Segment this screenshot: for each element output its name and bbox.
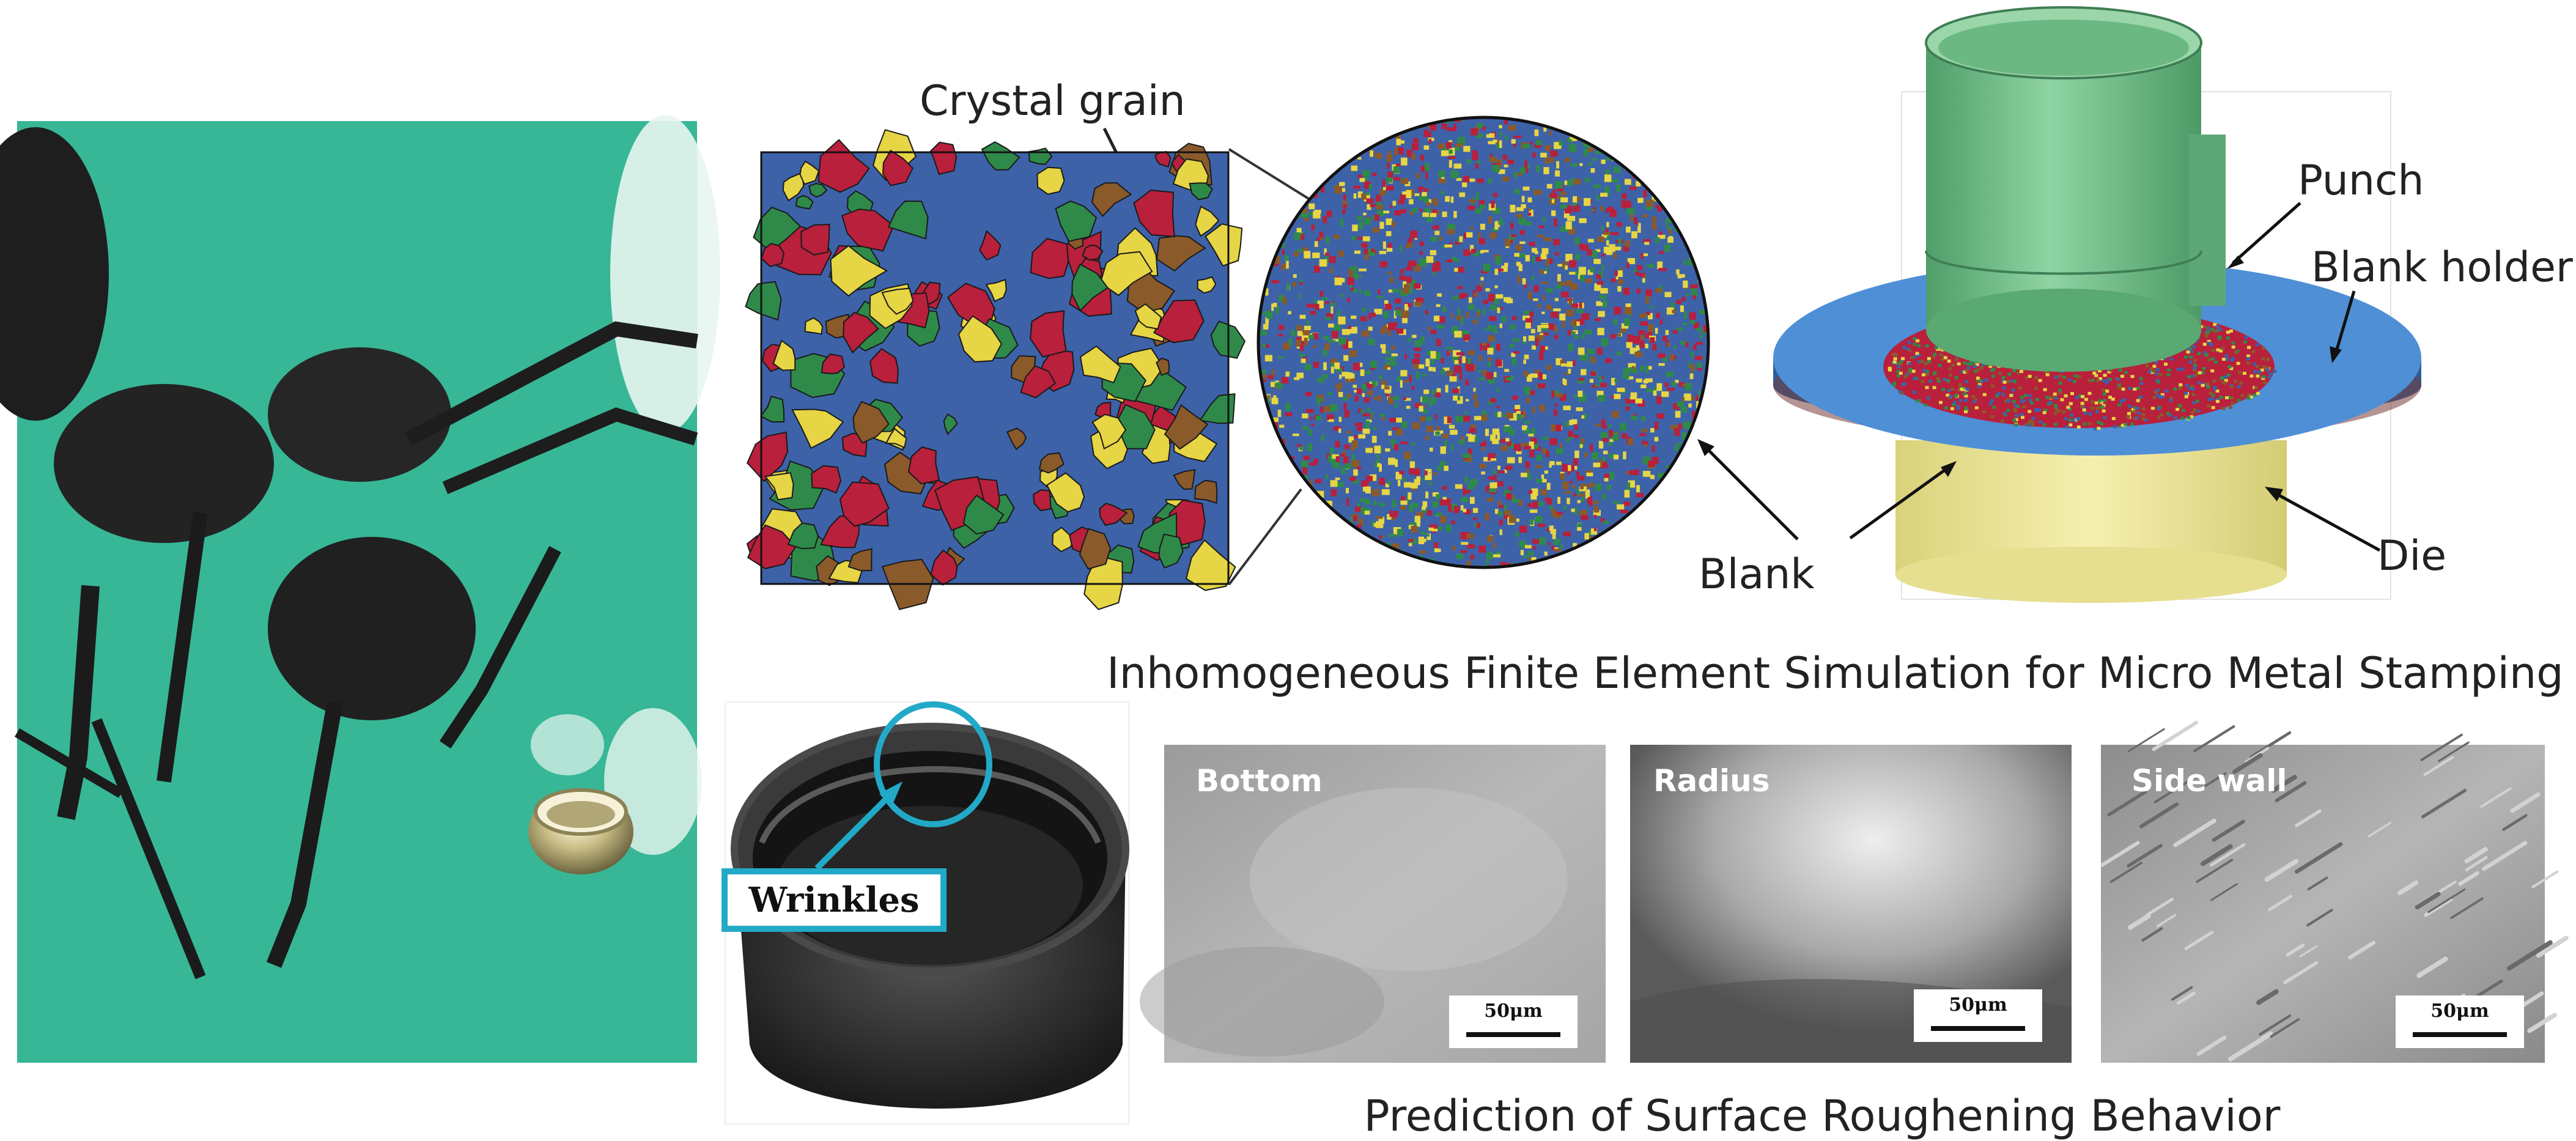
micrograph-radius-scalebar: 50μm — [1914, 989, 2042, 1042]
scale-text: 50μm — [1949, 994, 2007, 1016]
micro-cup-icon — [528, 788, 633, 874]
zoom-lines — [1228, 148, 1321, 586]
micrograph-bottom-scalebar: 50μm — [1449, 995, 1578, 1048]
crystal-grain-label: Crystal grain — [920, 77, 1186, 125]
punch-pointer — [2227, 202, 2301, 269]
crystal-grain-map — [745, 129, 1246, 610]
blank-holder-pointer — [2330, 290, 2356, 363]
scale-text: 50μm — [1484, 1000, 1543, 1022]
simulation-caption: Inhomogeneous Finite Element Simulation … — [1107, 648, 2564, 698]
die-label: Die — [2377, 532, 2447, 580]
stamping-tool — [1773, 6, 2421, 603]
micrograph-bottom-label: Bottom — [1196, 763, 1323, 799]
ant-photo — [0, 115, 720, 1063]
die-shape — [1895, 440, 2287, 603]
blank-label: Blank — [1699, 550, 1815, 599]
wrinkle-marker — [814, 701, 992, 871]
scale-line — [2413, 1032, 2507, 1037]
wrinkles-label: Wrinkles — [722, 868, 947, 932]
micrograph-side-wall-label: Side wall — [2131, 763, 2287, 799]
punch-label: Punch — [2298, 157, 2424, 205]
micrograph-radius-label: Radius — [1653, 763, 1770, 799]
die-pointer — [2265, 487, 2381, 552]
micrograph-side-wall-scalebar: 50μm — [2396, 995, 2524, 1048]
scale-line — [1931, 1026, 2025, 1031]
scale-text: 50μm — [2430, 1000, 2489, 1022]
blank-pointers — [1697, 439, 1957, 541]
grain-disc — [1257, 116, 1710, 569]
punch-shape — [1925, 6, 2226, 372]
roughening-caption: Prediction of Surface Roughening Behavio… — [1364, 1091, 2281, 1141]
scale-line — [1466, 1032, 1560, 1037]
blank-holder-label: Blank holder — [2311, 243, 2573, 292]
